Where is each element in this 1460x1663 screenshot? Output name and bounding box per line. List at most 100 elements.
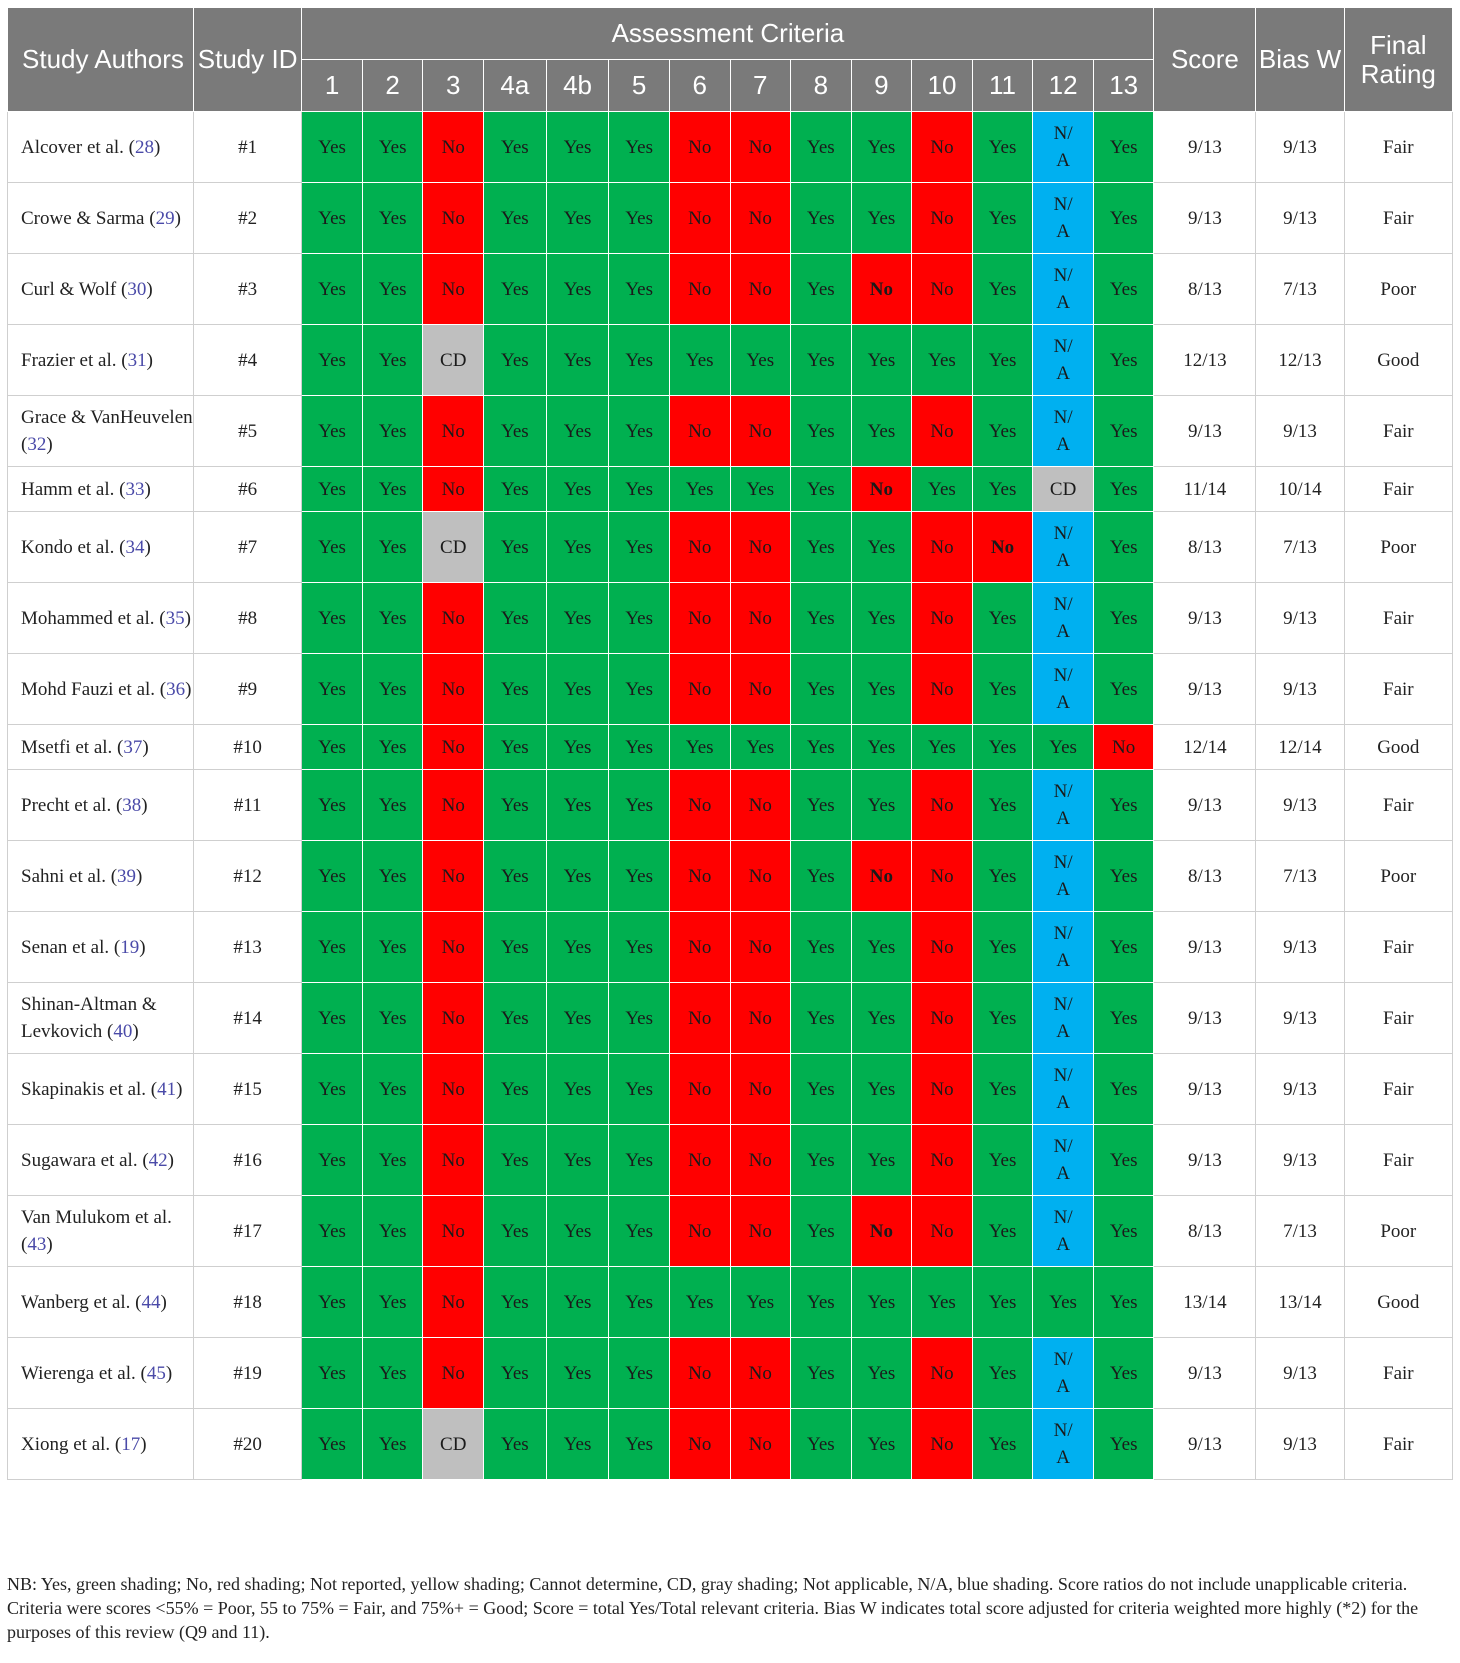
reference-close-paren: ): [140, 1433, 147, 1455]
reference-link[interactable]: 34: [125, 536, 145, 558]
criterion-cell: Yes: [1092, 582, 1155, 654]
criterion-cell: Yes: [483, 253, 547, 325]
criterion-cell: No: [911, 111, 973, 183]
study-author-cell: Mohammed et al. (35): [7, 582, 194, 654]
reference-link[interactable]: 36: [166, 678, 186, 700]
criterion-cell: Yes: [361, 724, 424, 770]
reference-link[interactable]: 37: [123, 736, 143, 758]
criterion-cell: No: [668, 840, 731, 912]
criterion-cell: Yes: [668, 1266, 731, 1338]
criterion-cell: No: [729, 1124, 792, 1196]
criterion-cell: No: [729, 840, 792, 912]
bias-cell: 9/13: [1255, 653, 1345, 725]
criterion-cell: Yes: [301, 840, 363, 912]
reference-close-paren: ): [144, 536, 151, 558]
study-author-name: Senan et al. (: [21, 936, 121, 958]
criterion-cell: N/A: [1032, 582, 1094, 654]
criterion-cell: Yes: [790, 253, 852, 325]
criterion-cell: No: [729, 582, 792, 654]
criterion-cell: No: [422, 1053, 484, 1125]
criterion-cell: Yes: [1092, 840, 1155, 912]
reference-link[interactable]: 33: [125, 478, 145, 500]
criterion-cell: Yes: [301, 111, 363, 183]
criterion-header: 6: [668, 59, 731, 112]
criterion-cell: Yes: [608, 1266, 670, 1338]
reference-link[interactable]: 17: [121, 1433, 141, 1455]
reference-link[interactable]: 32: [27, 434, 47, 455]
reference-link[interactable]: 44: [141, 1291, 161, 1313]
study-author-name: Msetfi et al. (: [21, 736, 124, 758]
reference-link[interactable]: 42: [148, 1149, 168, 1171]
criterion-cell: Yes: [301, 1337, 363, 1409]
criterion-cell: Yes: [790, 840, 852, 912]
reference-link[interactable]: 35: [165, 607, 185, 629]
reference-link[interactable]: 30: [127, 278, 147, 300]
header-final-rating: Final Rating: [1343, 7, 1454, 112]
criterion-cell: Yes: [790, 1053, 852, 1125]
criterion-cell: Yes: [545, 111, 610, 183]
criterion-cell: Yes: [1092, 1124, 1155, 1196]
criterion-cell: Yes: [790, 324, 852, 396]
criterion-cell: Yes: [545, 253, 610, 325]
criterion-cell: No: [422, 466, 484, 512]
study-author-cell: Xiong et al. (17): [7, 1408, 194, 1480]
rating-cell: Poor: [1343, 511, 1454, 583]
criterion-header: 2: [361, 59, 424, 112]
criterion-cell: Yes: [850, 724, 913, 770]
reference-close-paren: ): [185, 678, 192, 700]
study-author-cell: Wierenga et al. (45): [7, 1337, 194, 1409]
criterion-cell: Yes: [911, 324, 973, 396]
criterion-cell: Yes: [483, 1266, 547, 1338]
criterion-cell: Yes: [483, 724, 547, 770]
criterion-cell: Yes: [361, 982, 424, 1054]
criterion-cell: Yes: [545, 653, 610, 725]
reference-link[interactable]: 45: [146, 1362, 166, 1384]
criterion-cell: Yes: [608, 769, 670, 841]
score-cell: 8/13: [1153, 253, 1257, 325]
reference-link[interactable]: 39: [117, 865, 137, 887]
reference-link[interactable]: 40: [113, 1021, 133, 1042]
criterion-cell: Yes: [608, 324, 670, 396]
criterion-cell: N/A: [1032, 1124, 1094, 1196]
bias-cell: 9/13: [1255, 1337, 1345, 1409]
rating-cell: Good: [1343, 324, 1454, 396]
criterion-cell: Yes: [361, 1408, 424, 1480]
reference-close-paren: ): [46, 434, 53, 455]
criterion-cell: Yes: [790, 1266, 852, 1338]
reference-link[interactable]: 19: [120, 936, 140, 958]
study-id-cell: #10: [192, 724, 303, 770]
assessment-table: Study Authors Study ID Assessment Criter…: [7, 7, 1454, 1480]
criterion-cell: No: [729, 1408, 792, 1480]
reference-link[interactable]: 43: [27, 1234, 47, 1255]
reference-link[interactable]: 41: [157, 1078, 177, 1100]
criterion-cell: Yes: [361, 582, 424, 654]
criterion-cell: Yes: [971, 1053, 1034, 1125]
reference-link[interactable]: 38: [122, 794, 142, 816]
reference-link[interactable]: 31: [127, 349, 147, 371]
header-bias-w: Bias W: [1255, 7, 1345, 112]
criterion-cell: Yes: [1092, 511, 1155, 583]
criterion-cell: N/A: [1032, 840, 1094, 912]
criterion-cell: Yes: [545, 911, 610, 983]
criterion-cell: Yes: [850, 653, 913, 725]
criterion-cell: Yes: [608, 182, 670, 254]
rating-cell: Fair: [1343, 395, 1454, 467]
criterion-cell: Yes: [483, 1408, 547, 1480]
table-row: Sahni et al. (39) #12 Yes Yes No Yes Yes Yes No N…: [7, 840, 1454, 912]
criterion-cell: Yes: [545, 395, 610, 467]
rating-cell: Fair: [1343, 1337, 1454, 1409]
criterion-cell: Yes: [971, 769, 1034, 841]
criterion-cell: No: [668, 1408, 731, 1480]
bias-cell: 9/13: [1255, 1408, 1345, 1480]
reference-link[interactable]: 28: [134, 136, 154, 158]
study-author-name: Xiong et al. (: [21, 1433, 122, 1455]
reference-link[interactable]: 29: [155, 207, 175, 229]
study-author-name: Mohd Fauzi et al. (: [21, 678, 167, 700]
criterion-cell: Yes: [668, 324, 731, 396]
table-row: Frazier et al. (31) #4 Yes Yes CD Yes Yes Yes Ye…: [7, 324, 1454, 396]
criterion-cell: Yes: [1092, 911, 1155, 983]
criterion-cell: Yes: [790, 511, 852, 583]
criterion-cell: No: [668, 395, 731, 467]
bias-cell: 12/13: [1255, 324, 1345, 396]
criterion-cell: Yes: [361, 253, 424, 325]
